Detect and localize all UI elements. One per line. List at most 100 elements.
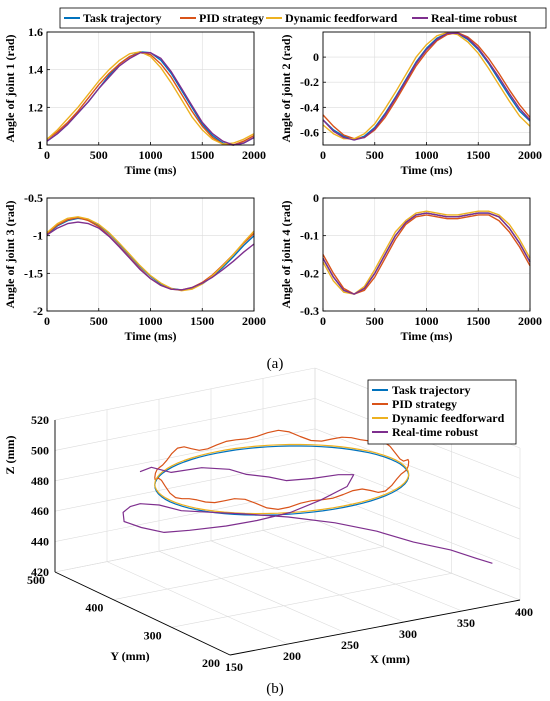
floor-grid-y bbox=[113, 546, 384, 600]
joint4-tick-label-y: -0.1 bbox=[300, 229, 319, 243]
legend-label-dff: Dynamic feedforward bbox=[285, 11, 398, 25]
joint1-tick-label-x: 2000 bbox=[242, 148, 266, 162]
joint4-x-axis-label: Time (ms) bbox=[400, 329, 452, 343]
joint4-axes-frame bbox=[322, 197, 531, 312]
joint4-tick-label-x: 500 bbox=[366, 314, 384, 328]
3d-series-task-line bbox=[154, 445, 410, 516]
3d-series-pid-line bbox=[154, 429, 410, 510]
back-wall-grid-z bbox=[54, 367, 316, 421]
floor-grid-x bbox=[210, 540, 405, 623]
joint2-series-dff-line bbox=[322, 31, 531, 140]
legend-3d-label-rtr: Real-time robust bbox=[392, 425, 478, 439]
z-tick-label: 500 bbox=[31, 443, 49, 457]
joint1-series-dff-line bbox=[46, 51, 255, 145]
floor-grid-y bbox=[171, 573, 452, 628]
joint3-x-axis-label: Time (ms) bbox=[124, 329, 176, 343]
joint2-tick-label-y: -0.2 bbox=[300, 75, 319, 89]
x-axis-line bbox=[229, 599, 521, 656]
legend-3d-label-task: Task trajectory bbox=[392, 383, 471, 397]
back-wall-grid-z bbox=[54, 428, 316, 482]
joint1-tick-label-x: 1500 bbox=[190, 148, 214, 162]
joint4-series-rtr-line bbox=[322, 212, 531, 295]
y-tick-label: 200 bbox=[202, 656, 220, 670]
joint1-tick-label-y: 1.4 bbox=[28, 63, 43, 77]
joint-1-plot: 0 500 1000 1500 2000 1 1.2 1.4 1.6 Time (ms) Angle… bbox=[3, 25, 266, 177]
joint2-tick-label-x: 500 bbox=[366, 148, 384, 162]
joint2-y-axis-label: Angle of joint 2 (rad) bbox=[279, 35, 293, 143]
z-tick-label: 520 bbox=[31, 413, 49, 427]
joint1-tick-label-y: 1 bbox=[37, 138, 43, 152]
joint4-tick-label-x: 0 bbox=[320, 314, 326, 328]
joint1-tick-label-y: 1.6 bbox=[28, 25, 43, 39]
floor-grid-x bbox=[106, 561, 289, 645]
y-tick-label: 300 bbox=[144, 628, 162, 642]
joint2-tick-label-x: 1000 bbox=[415, 148, 439, 162]
back-wall-grid-z bbox=[54, 398, 316, 451]
x-tick-label: 300 bbox=[399, 627, 417, 641]
joint1-y-axis-label: Angle of joint 1 (rad) bbox=[3, 35, 17, 143]
side-wall-grid-z bbox=[314, 458, 521, 540]
legend-3d: Task trajectory PID strategy Dynamic fee… bbox=[367, 379, 517, 445]
joint3-axes-frame bbox=[46, 197, 255, 312]
joint3-tick-label-y: -2 bbox=[33, 304, 43, 318]
side-wall-grid-z bbox=[314, 519, 521, 601]
joint1-series-rtr-line bbox=[46, 52, 255, 146]
z-tick-label: 460 bbox=[31, 504, 49, 518]
joint4-tick-label-y: -0.3 bbox=[300, 304, 319, 318]
3d-series-dff-line bbox=[154, 443, 410, 515]
floor-grid-x bbox=[158, 550, 347, 634]
legend-label-pid: PID strategy bbox=[199, 11, 264, 25]
legend-3d-box bbox=[367, 379, 517, 445]
x-axis-label: X (mm) bbox=[370, 652, 410, 666]
joint4-tick-label-x: 1500 bbox=[466, 314, 490, 328]
joint3-tick-label-y: -1 bbox=[33, 229, 43, 243]
joint3-tick-label-y: -0.5 bbox=[24, 191, 43, 205]
joint4-y-axis-label: Angle of joint 4 (rad) bbox=[279, 201, 293, 309]
back-wall-grid-z bbox=[54, 489, 316, 542]
joint2-tick-label-x: 0 bbox=[320, 148, 326, 162]
z-tick-label: 440 bbox=[31, 535, 49, 549]
top-legend-box bbox=[59, 7, 547, 29]
joint2-x-axis-label: Time (ms) bbox=[400, 163, 452, 177]
back-wall-grid-z bbox=[54, 519, 316, 573]
side-wall-grid-z bbox=[314, 489, 521, 570]
joint-2-plot: 0 500 1000 1500 2000 -0.6 -0.4 -0.2 0 Time (ms) An… bbox=[279, 31, 542, 177]
joint3-tick-label-x: 500 bbox=[90, 314, 108, 328]
joint-4-plot: 0 500 1000 1500 2000 -0.3 -0.2 -0.1 0 Time (ms) An… bbox=[279, 191, 542, 343]
joint3-series-rtr-line bbox=[46, 221, 255, 291]
x-tick-label: 250 bbox=[341, 638, 359, 652]
joint1-tick-label-x: 0 bbox=[44, 148, 50, 162]
joint1-tick-label-x: 1000 bbox=[139, 148, 163, 162]
y-axis-label: Y (mm) bbox=[110, 649, 149, 663]
joint2-tick-label-x: 1500 bbox=[466, 148, 490, 162]
z-axis-label: Z (mm) bbox=[3, 436, 17, 475]
joint4-tick-label-y: -0.2 bbox=[300, 266, 319, 280]
y-tick-label: 500 bbox=[27, 573, 45, 587]
y-tick-label: 400 bbox=[85, 601, 103, 615]
joint1-axes-frame bbox=[46, 31, 255, 146]
legend-label-task: Task trajectory bbox=[83, 11, 162, 25]
joint2-tick-label-y: -0.4 bbox=[300, 100, 319, 114]
back-wall-grid-z bbox=[54, 458, 316, 512]
side-wall-grid-z bbox=[314, 428, 521, 510]
y-axis-line bbox=[54, 571, 231, 656]
legend-3d-label-dff: Dynamic feedforward bbox=[392, 411, 505, 425]
joint3-series-dff-line bbox=[46, 216, 255, 292]
joint3-tick-label-x: 1000 bbox=[139, 314, 163, 328]
panel-label-a: (a) bbox=[267, 356, 284, 372]
z-tick-label: 420 bbox=[31, 565, 49, 579]
legend-3d-label-pid: PID strategy bbox=[392, 397, 457, 411]
legend-label-rtr: Real-time robust bbox=[431, 11, 517, 25]
joint1-x-axis-label: Time (ms) bbox=[124, 163, 176, 177]
joint2-tick-label-y: -0.6 bbox=[300, 125, 319, 139]
joint1-tick-label-y: 1.2 bbox=[28, 100, 43, 114]
joint4-tick-label-x: 2000 bbox=[518, 314, 542, 328]
top-legend: Task trajectory PID strategy Dynamic fee… bbox=[59, 7, 547, 29]
joint1-tick-label-x: 500 bbox=[90, 148, 108, 162]
panel-label-b: (b) bbox=[266, 681, 284, 697]
joint2-series-rtr-line bbox=[322, 32, 531, 141]
joint4-tick-label-x: 1000 bbox=[415, 314, 439, 328]
joint3-y-axis-label: Angle of joint 3 (rad) bbox=[3, 201, 17, 309]
3d-series-rtr-line bbox=[122, 466, 493, 564]
joint4-tick-label-y: 0 bbox=[313, 191, 319, 205]
